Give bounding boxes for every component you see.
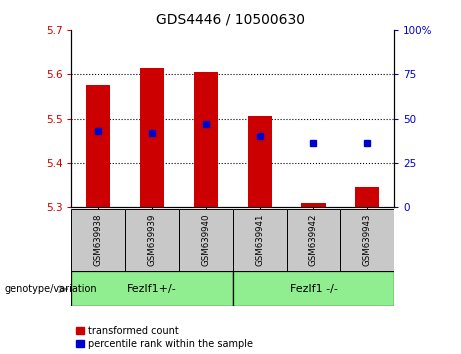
FancyBboxPatch shape bbox=[71, 209, 125, 271]
Legend: transformed count, percentile rank within the sample: transformed count, percentile rank withi… bbox=[77, 326, 253, 349]
Text: GSM639943: GSM639943 bbox=[363, 213, 372, 266]
Text: GSM639941: GSM639941 bbox=[255, 213, 264, 266]
Text: genotype/variation: genotype/variation bbox=[5, 284, 97, 294]
FancyBboxPatch shape bbox=[340, 209, 394, 271]
FancyBboxPatch shape bbox=[233, 209, 287, 271]
Bar bbox=[355, 187, 379, 207]
Text: Fezlf1+/-: Fezlf1+/- bbox=[127, 284, 177, 293]
Bar bbox=[301, 203, 325, 207]
Text: GSM639938: GSM639938 bbox=[94, 213, 103, 266]
Bar bbox=[86, 85, 111, 207]
Text: GSM639939: GSM639939 bbox=[148, 214, 157, 266]
FancyBboxPatch shape bbox=[233, 271, 394, 306]
Text: Fezlf1 -/-: Fezlf1 -/- bbox=[290, 284, 337, 293]
FancyBboxPatch shape bbox=[179, 209, 233, 271]
FancyBboxPatch shape bbox=[125, 209, 179, 271]
Text: GSM639940: GSM639940 bbox=[201, 213, 210, 266]
Text: GSM639942: GSM639942 bbox=[309, 213, 318, 266]
FancyBboxPatch shape bbox=[71, 271, 233, 306]
Bar bbox=[194, 72, 218, 207]
Text: GDS4446 / 10500630: GDS4446 / 10500630 bbox=[156, 12, 305, 27]
FancyBboxPatch shape bbox=[287, 209, 340, 271]
Bar bbox=[140, 68, 164, 207]
Bar bbox=[248, 116, 272, 207]
